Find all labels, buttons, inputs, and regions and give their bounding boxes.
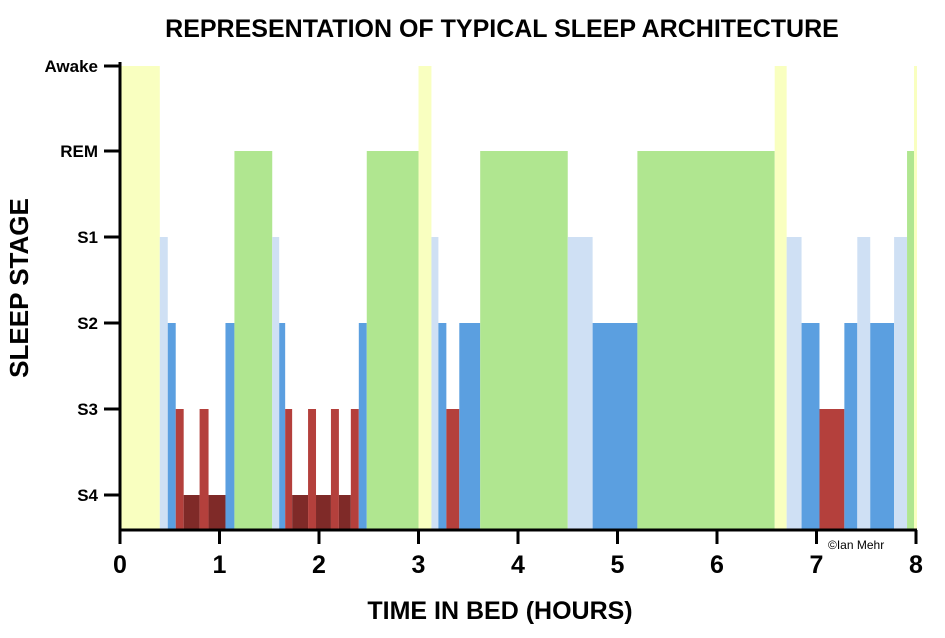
- bar-awake-29: [774, 66, 787, 530]
- credit-label: ©Ian Mehr: [828, 538, 884, 552]
- bar-awake-20: [418, 66, 432, 530]
- bar-s4-16: [338, 495, 351, 530]
- bar-s1-36: [894, 237, 908, 530]
- bar-rem-19: [366, 151, 419, 530]
- x-axis-label: TIME IN BED (HOURS): [367, 597, 632, 625]
- bar-s4-14: [316, 495, 331, 530]
- x-tick-label-1: 1: [213, 551, 227, 579]
- y-tick-label-rem: REM: [60, 142, 98, 161]
- y-tick-label-s2: S2: [77, 314, 98, 333]
- bar-s2-24: [459, 323, 481, 530]
- x-tick-label-5: 5: [611, 551, 625, 579]
- bar-s1-30: [786, 237, 802, 530]
- bar-s2-2: [167, 323, 176, 530]
- bar-awake-0: [120, 66, 160, 530]
- bar-rem-8: [234, 151, 273, 530]
- bar-s2-7: [225, 323, 235, 530]
- x-tick-label-4: 4: [511, 551, 525, 579]
- bar-s1-21: [431, 237, 439, 530]
- bar-s3-11: [285, 409, 293, 530]
- bar-s3-3: [175, 409, 184, 530]
- x-tick-label-0: 0: [113, 551, 127, 579]
- x-tick-label-3: 3: [412, 551, 426, 579]
- bar-s2-31: [801, 323, 820, 530]
- y-axis-label: SLEEP STAGE: [4, 198, 34, 378]
- bar-s1-1: [159, 237, 168, 530]
- y-tick-label-s4: S4: [77, 486, 98, 505]
- chart-title: REPRESENTATION OF TYPICAL SLEEP ARCHITEC…: [165, 15, 839, 43]
- bar-s3-23: [446, 409, 460, 530]
- bar-awake-38: [914, 66, 917, 530]
- bar-s4-4: [183, 495, 200, 530]
- x-tick-label-6: 6: [710, 551, 724, 579]
- y-tick-label-awake: Awake: [44, 57, 98, 76]
- bar-s1-9: [272, 237, 280, 530]
- bar-s3-5: [199, 409, 209, 530]
- bar-s2-10: [279, 323, 286, 530]
- y-tick-label-s3: S3: [77, 400, 98, 419]
- bar-s1-34: [857, 237, 871, 530]
- y-ticks: S4 S3 S2 S1 REM Awake: [44, 57, 120, 505]
- x-tick-label-8: 8: [909, 551, 923, 579]
- sleep-stage-bars: [120, 66, 917, 530]
- bar-s4-12: [292, 495, 309, 530]
- bar-rem-25: [480, 151, 568, 530]
- bar-s3-13: [308, 409, 317, 530]
- bar-s3-15: [330, 409, 339, 530]
- bar-s3-17: [350, 409, 359, 530]
- bar-s3-32: [819, 409, 845, 530]
- bar-s2-22: [438, 323, 447, 530]
- bar-s4-6: [208, 495, 226, 530]
- bar-s2-18: [358, 323, 367, 530]
- bar-s1-26: [567, 237, 593, 530]
- y-tick-label-s1: S1: [77, 228, 98, 247]
- bar-s2-33: [844, 323, 858, 530]
- x-tick-label-7: 7: [810, 551, 824, 579]
- bar-rem-37: [907, 151, 915, 530]
- x-tick-label-2: 2: [312, 551, 326, 579]
- x-ticks: 0 1 2 3 4 5 6 7 8: [113, 530, 923, 579]
- bar-s2-27: [592, 323, 638, 530]
- bar-rem-28: [637, 151, 775, 530]
- bar-s2-35: [870, 323, 895, 530]
